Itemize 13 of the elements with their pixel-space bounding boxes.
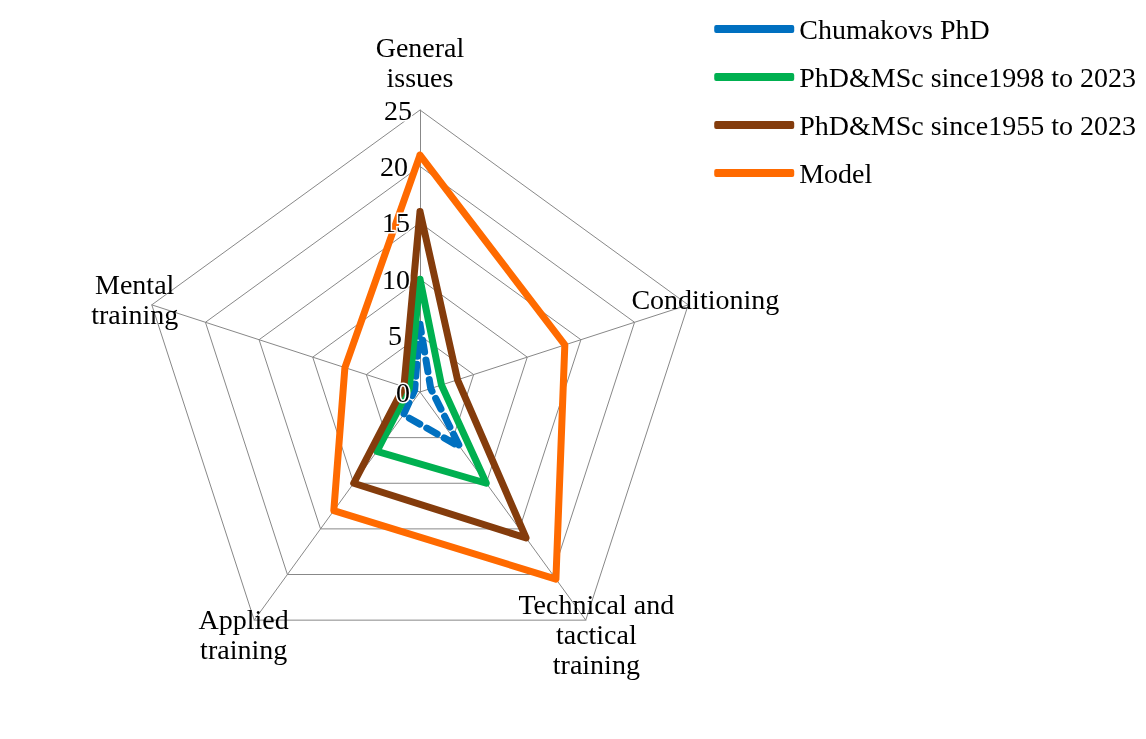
spoke-label: Conditioning bbox=[631, 283, 780, 315]
legend-label: PhD&MSc since1955 to 2023 bbox=[799, 109, 1136, 141]
spoke-label: Technical and tactical training bbox=[518, 589, 675, 681]
y-tick-label: 5 bbox=[388, 320, 402, 352]
legend-label: Chumakovs PhD bbox=[799, 13, 990, 45]
spoke-label: Mental training bbox=[91, 268, 179, 330]
legend-label: PhD&MSc since1998 to 2023 bbox=[799, 61, 1136, 93]
y-tick-label: 20 bbox=[380, 150, 408, 182]
spoke-label: Applied training bbox=[198, 604, 289, 666]
y-tick-label: 10 bbox=[382, 263, 410, 295]
spoke-label: General issues bbox=[375, 31, 465, 93]
y-tick-label: 25 bbox=[384, 94, 412, 126]
legend-label: Model bbox=[799, 157, 873, 189]
